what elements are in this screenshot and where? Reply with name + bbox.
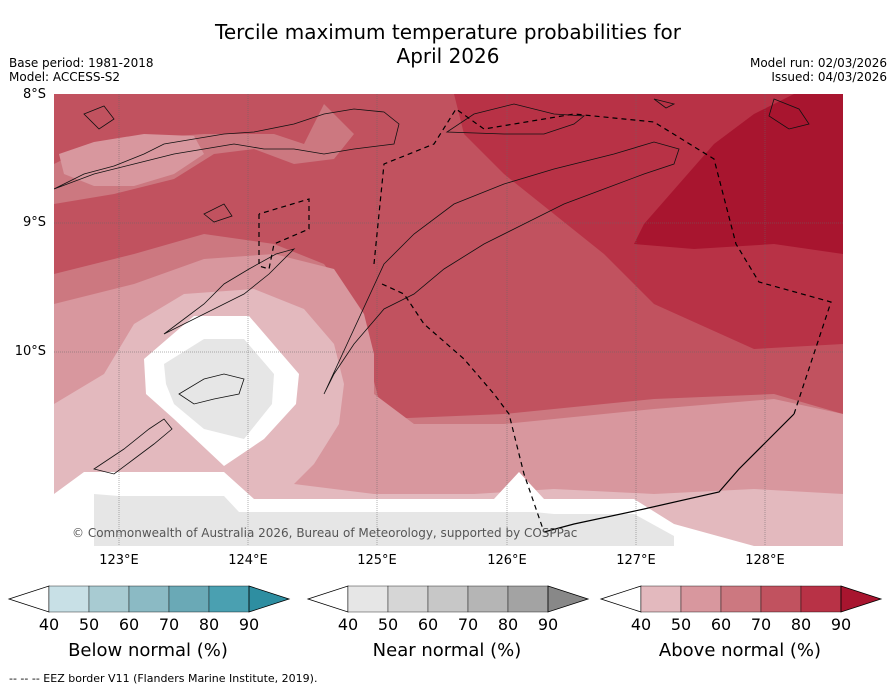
copyright-text: © Commonwealth of Australia 2026, Bureau… (72, 526, 578, 540)
colorbar-tick-label: 40 (630, 615, 652, 634)
title-line-1: Tercile maximum temperature probabilitie… (215, 20, 681, 44)
coastlines (54, 98, 810, 475)
colorbar-tick-label: 90 (830, 615, 852, 634)
colorbar-segment (680, 585, 722, 613)
colorbar-segment (427, 585, 469, 613)
lon-label-124e: 124°E (228, 553, 268, 568)
colorbar-tick-label: 50 (670, 615, 692, 634)
lon-label-127e: 127°E (616, 553, 656, 568)
colorbar-tick-label: 40 (38, 615, 60, 634)
lat-label-10s: 10°S (14, 344, 46, 359)
colorbar-title-below: Below normal (%) (68, 640, 228, 661)
colorbar-below-normal (7, 585, 291, 613)
eez-solid-border (543, 413, 795, 533)
colorbar-segment (387, 585, 429, 613)
colorbars (7, 585, 883, 613)
lat-label-8s: 8°S (22, 87, 46, 102)
meta-left: Base period: 1981-2018 Model: ACCESS-S2 (9, 56, 154, 84)
colorbar-segment (507, 585, 549, 613)
near-normal-bottom (94, 494, 674, 546)
colorbar-extend-low (7, 585, 50, 613)
colorbar-tick-label: 90 (238, 615, 260, 634)
lon-label-123e: 123°E (99, 553, 139, 568)
colorbar-above-normal (599, 585, 883, 613)
band-above-90 (634, 94, 843, 254)
meta-right: Model run: 02/03/2026 Issued: 04/03/2026 (750, 56, 887, 84)
colorbar-segment (208, 585, 250, 613)
colorbar-tick-label: 60 (417, 615, 439, 634)
colorbar-tick-label: 70 (158, 615, 180, 634)
colorbar-extend-high (248, 585, 291, 613)
colorbar-segment (720, 585, 762, 613)
model-name: Model: ACCESS-S2 (9, 70, 121, 84)
colorbar-segment (48, 585, 90, 613)
near-normal-patch (164, 339, 274, 439)
colorbar-tick-label: 60 (118, 615, 140, 634)
map-title: Tercile maximum temperature probabilitie… (0, 20, 896, 68)
lat-label-9s: 9°S (22, 215, 46, 230)
colorbar-extend-high (547, 585, 590, 613)
colorbar-extend-high (840, 585, 883, 613)
eez-borders (258, 108, 832, 533)
colorbar-segment (347, 585, 389, 613)
colorbar-segment (760, 585, 802, 613)
colorbar-tick-label: 80 (198, 615, 220, 634)
band-above-50-upper (59, 134, 204, 186)
colorbar-extend-low (599, 585, 642, 613)
title-line-2: April 2026 (396, 44, 500, 68)
colorbar-tick-label: 50 (78, 615, 100, 634)
lon-label-126e: 126°E (487, 553, 527, 568)
colorbar-tick-label: 40 (337, 615, 359, 634)
lon-label-128e: 128°E (745, 553, 785, 568)
colorbar-tick-label: 80 (790, 615, 812, 634)
colorbar-tick-label: 90 (537, 615, 559, 634)
colorbar-title-near: Near normal (%) (372, 640, 522, 661)
issued-date: Issued: 04/03/2026 (771, 70, 887, 84)
colorbar-tick-label: 50 (377, 615, 399, 634)
colorbar-segment (640, 585, 682, 613)
footnote: -- -- -- EEZ border V11 (Flanders Marine… (9, 672, 318, 685)
colorbar-segment (467, 585, 509, 613)
colorbar-tick-label: 80 (497, 615, 519, 634)
colorbar-segment (168, 585, 210, 613)
lon-label-125e: 125°E (357, 553, 397, 568)
colorbar-near-normal (306, 585, 590, 613)
colorbar-tick-label: 70 (457, 615, 479, 634)
probability-map (54, 94, 843, 546)
colorbar-tick-label: 70 (750, 615, 772, 634)
colorbar-segment (88, 585, 130, 613)
colorbar-title-above: Above normal (%) (658, 640, 822, 661)
colorbar-segment (800, 585, 842, 613)
colorbar-extend-low (306, 585, 349, 613)
model-run: Model run: 02/03/2026 (749, 56, 887, 70)
graticule (54, 94, 843, 546)
colorbar-tick-label: 60 (710, 615, 732, 634)
colorbar-segment (128, 585, 170, 613)
base-period: Base period: 1981-2018 (9, 56, 154, 70)
